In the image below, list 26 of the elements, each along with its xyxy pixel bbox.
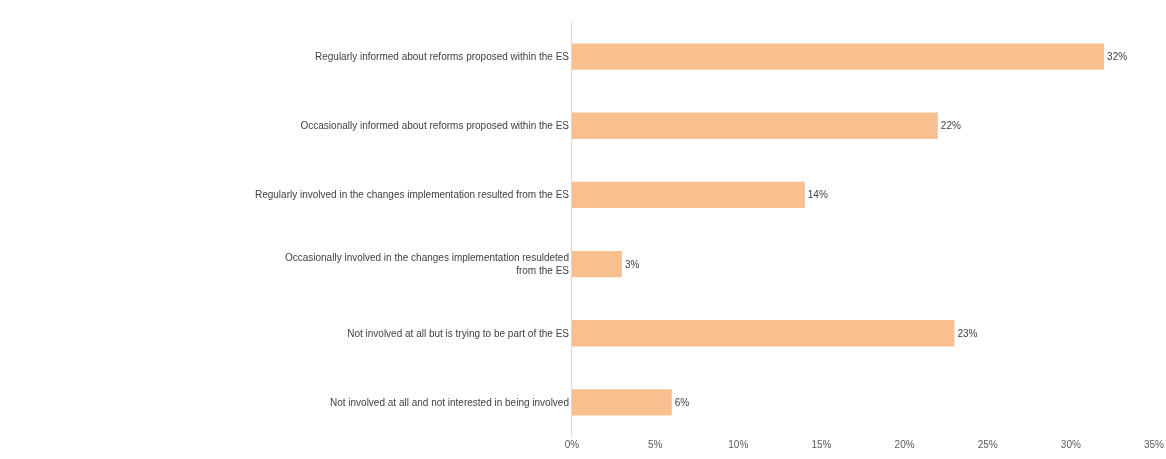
y-tick-label: Not involved at all but is trying to be part of the ES: [347, 327, 570, 339]
bar: [572, 389, 672, 416]
bar: [572, 43, 1105, 70]
data-label: 23%: [957, 327, 978, 339]
data-label: 32%: [1107, 51, 1128, 63]
x-tick-label: 15%: [811, 439, 832, 450]
y-tick-label: Regularly involved in the changes implementation resulted from the ES: [254, 189, 570, 201]
y-tick-label: Occasionally involved in the changes implementation resuldeted from the ES: [284, 252, 570, 277]
bar: [572, 250, 622, 278]
data-label: 14%: [807, 189, 828, 201]
bar: [572, 181, 805, 209]
data-label: 22%: [940, 120, 961, 132]
bar: [572, 112, 938, 139]
data-label: 3%: [624, 258, 640, 270]
y-tick-label: Not involved at all and not interested in being involved: [329, 396, 569, 408]
x-tick-label: 25%: [977, 439, 998, 450]
y-tick-label: Occasionally informed about reforms proposed within the ES: [300, 120, 570, 132]
x-tick-label: 35%: [1143, 439, 1165, 450]
x-tick-label: 5%: [647, 439, 663, 450]
x-tick-label: 20%: [894, 439, 915, 450]
data-label: 6%: [674, 396, 690, 408]
x-tick-label: 10%: [728, 439, 749, 450]
x-tick-label: 0%: [564, 439, 580, 450]
x-tick-label: 30%: [1060, 439, 1081, 450]
bar: [572, 320, 955, 347]
y-tick-label: Regularly informed about reforms proposed within the ES: [314, 51, 570, 63]
